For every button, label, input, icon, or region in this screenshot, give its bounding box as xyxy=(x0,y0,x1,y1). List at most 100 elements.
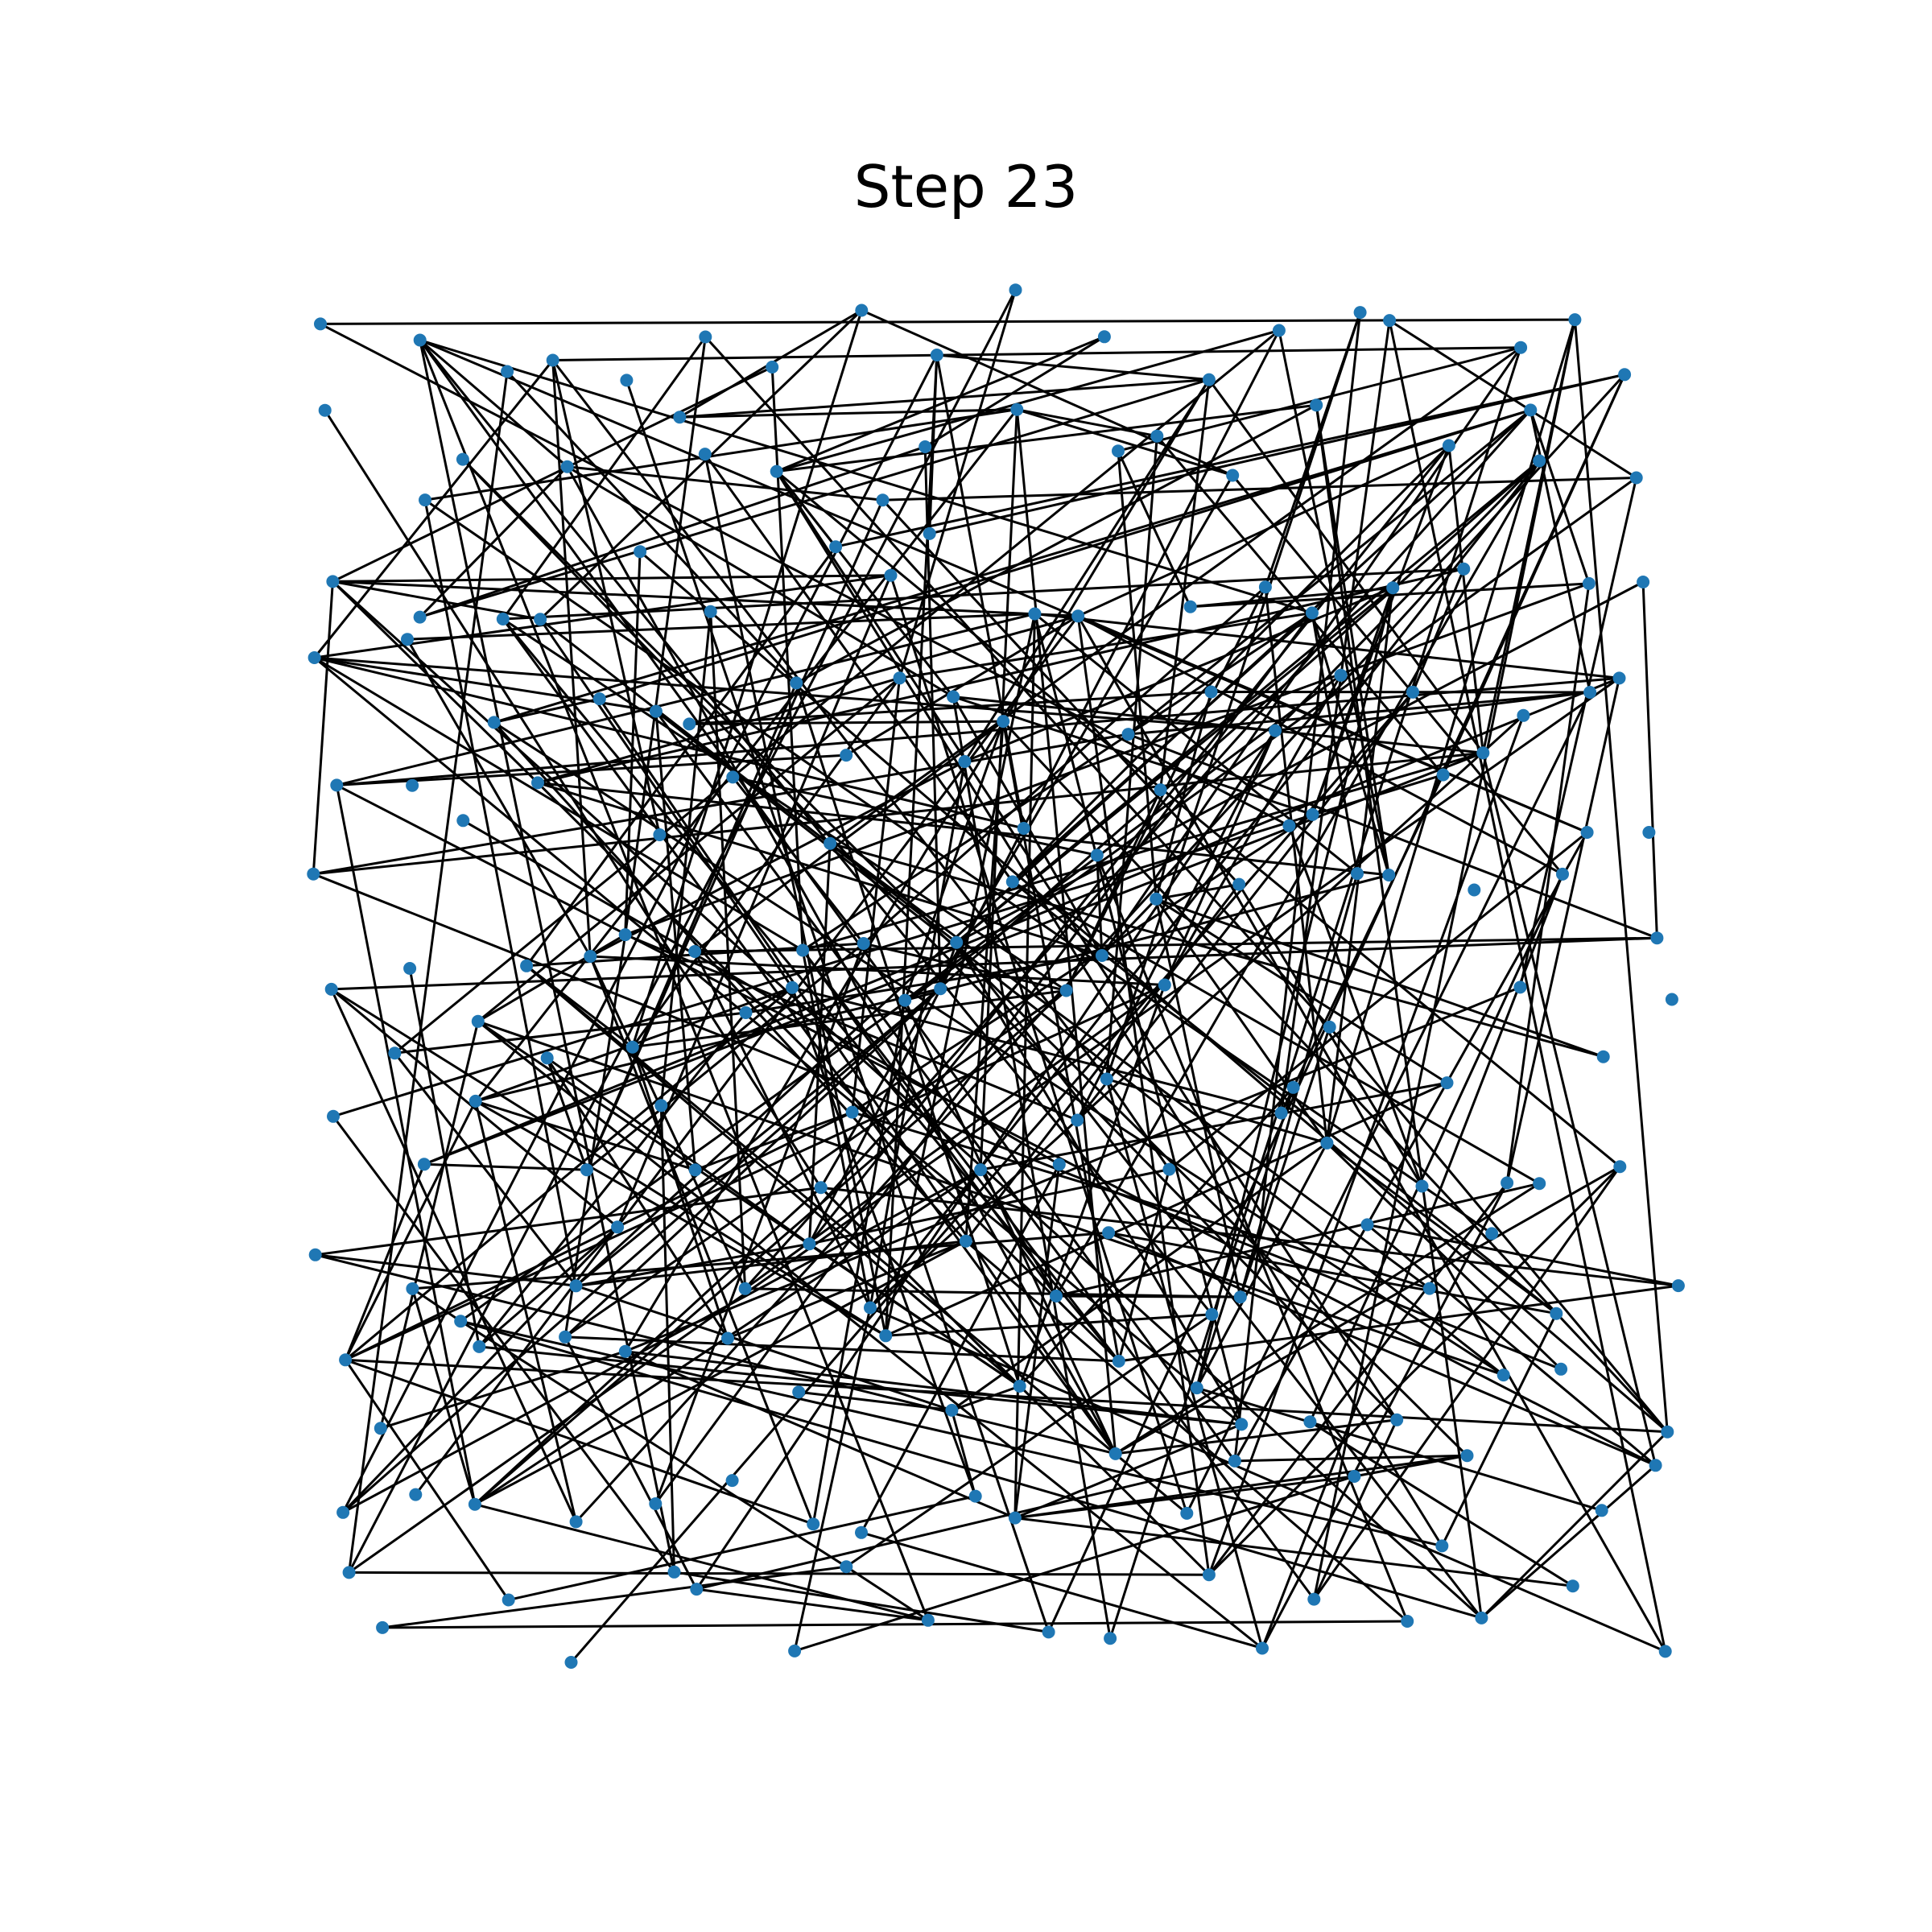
graph-edge xyxy=(475,987,941,1103)
graph-node xyxy=(721,1331,734,1345)
graph-edge xyxy=(632,989,1067,1049)
graph-edge xyxy=(631,1046,729,1339)
graph-edge xyxy=(1326,1141,1563,1370)
graph-node xyxy=(845,1105,859,1119)
graph-edge xyxy=(1234,1454,1468,1463)
graph-edge xyxy=(348,371,509,1573)
graph-node xyxy=(330,778,344,792)
graph-node xyxy=(1612,671,1626,685)
graph-node xyxy=(308,1248,322,1261)
graph-node xyxy=(1258,580,1272,594)
graph-edge xyxy=(1156,435,1444,776)
graph-edge xyxy=(313,751,1484,876)
graph-edge xyxy=(419,340,675,1573)
graph-node xyxy=(807,1517,820,1531)
graph-node xyxy=(403,962,417,975)
graph-edge xyxy=(964,586,1393,763)
graph-edge xyxy=(502,618,1117,1455)
graph-edge xyxy=(964,378,1211,762)
graph-node xyxy=(318,403,332,417)
graph-node xyxy=(1501,1176,1514,1190)
graph-node xyxy=(930,349,943,361)
graph-edge xyxy=(1154,898,1328,1144)
graph-edge xyxy=(1017,408,1158,438)
graph-edge xyxy=(1505,583,1591,1183)
graph-edge xyxy=(1313,1166,1621,1600)
graph-edge xyxy=(566,465,954,698)
graph-edge xyxy=(1480,1430,1669,1619)
graph-edge xyxy=(696,1587,929,1622)
graph-edge xyxy=(1518,477,1638,988)
graph-edge xyxy=(899,611,1313,679)
graph-edge xyxy=(585,499,884,1170)
graph-node xyxy=(1554,1362,1568,1376)
graph-edge xyxy=(537,781,1103,957)
graph-edge xyxy=(625,582,1590,936)
graph-edge xyxy=(575,374,1626,1523)
graph-edge xyxy=(696,1459,1236,1591)
graph-edge xyxy=(585,942,865,1171)
graph-edge xyxy=(639,551,1669,1433)
graph-edge xyxy=(928,354,939,534)
graph-edge xyxy=(625,1350,1242,1426)
graph-edge xyxy=(869,761,966,1308)
graph-node xyxy=(1095,949,1108,962)
graph-edge xyxy=(631,310,863,1048)
graph-edge xyxy=(1232,474,1564,875)
graph-edge xyxy=(1117,346,1521,452)
graph-node xyxy=(1274,1106,1288,1120)
graph-node xyxy=(829,540,843,554)
graph-node xyxy=(1485,1227,1499,1241)
graph-node xyxy=(413,610,427,624)
graph-node xyxy=(1595,1504,1608,1517)
graph-edge xyxy=(588,956,746,1290)
graph-node xyxy=(1514,341,1528,354)
graph-node xyxy=(388,1046,402,1060)
graph-edge xyxy=(320,323,1290,828)
graph-edge xyxy=(345,1111,853,1361)
graph-edge xyxy=(314,656,1276,733)
graph-node xyxy=(1468,883,1481,897)
graph-node xyxy=(339,1353,353,1367)
graph-node xyxy=(546,353,559,367)
graph-node xyxy=(1383,314,1397,328)
graph-edge xyxy=(461,458,1398,1421)
graph-node xyxy=(893,671,906,685)
graph-edge xyxy=(679,378,1210,419)
graph-node xyxy=(1228,1454,1241,1468)
graph-node xyxy=(1618,368,1632,382)
graph-node xyxy=(1008,1511,1022,1525)
graph-edge xyxy=(479,1345,1242,1426)
graph-edge xyxy=(964,1240,1409,1623)
graph-edge xyxy=(791,986,1282,1115)
graph-node xyxy=(540,1051,554,1065)
graph-edge xyxy=(423,677,1620,1166)
graph-edge xyxy=(616,575,892,1228)
graph-node xyxy=(1256,1641,1269,1655)
graph-edge xyxy=(744,409,1532,1290)
graph-edge xyxy=(546,1057,811,1245)
graph-node xyxy=(1556,867,1569,881)
graph-node xyxy=(974,1163,988,1177)
graph-edge xyxy=(1076,616,1211,1575)
graph-node xyxy=(947,690,960,704)
graph-node xyxy=(1415,1179,1429,1193)
graph-edge xyxy=(332,580,1079,617)
graph-node xyxy=(580,1163,593,1177)
graph-node xyxy=(840,1560,853,1574)
graph-edge xyxy=(460,1319,1482,1620)
graph-node xyxy=(1440,1076,1454,1090)
graph-node xyxy=(1661,1425,1674,1439)
graph-edge xyxy=(1105,312,1362,1080)
graph-edge xyxy=(808,444,1451,1245)
graph-node xyxy=(1150,429,1164,443)
graph-node xyxy=(625,1040,639,1054)
graph-node xyxy=(409,1488,423,1501)
graph-node xyxy=(1476,746,1490,760)
graph-edge xyxy=(460,1319,1443,1547)
graph-edge xyxy=(1055,1182,1540,1298)
graph-edge xyxy=(1014,1423,1242,1519)
graph-node xyxy=(374,1422,387,1435)
graph-edge xyxy=(419,465,568,618)
graph-edge xyxy=(695,936,1657,953)
